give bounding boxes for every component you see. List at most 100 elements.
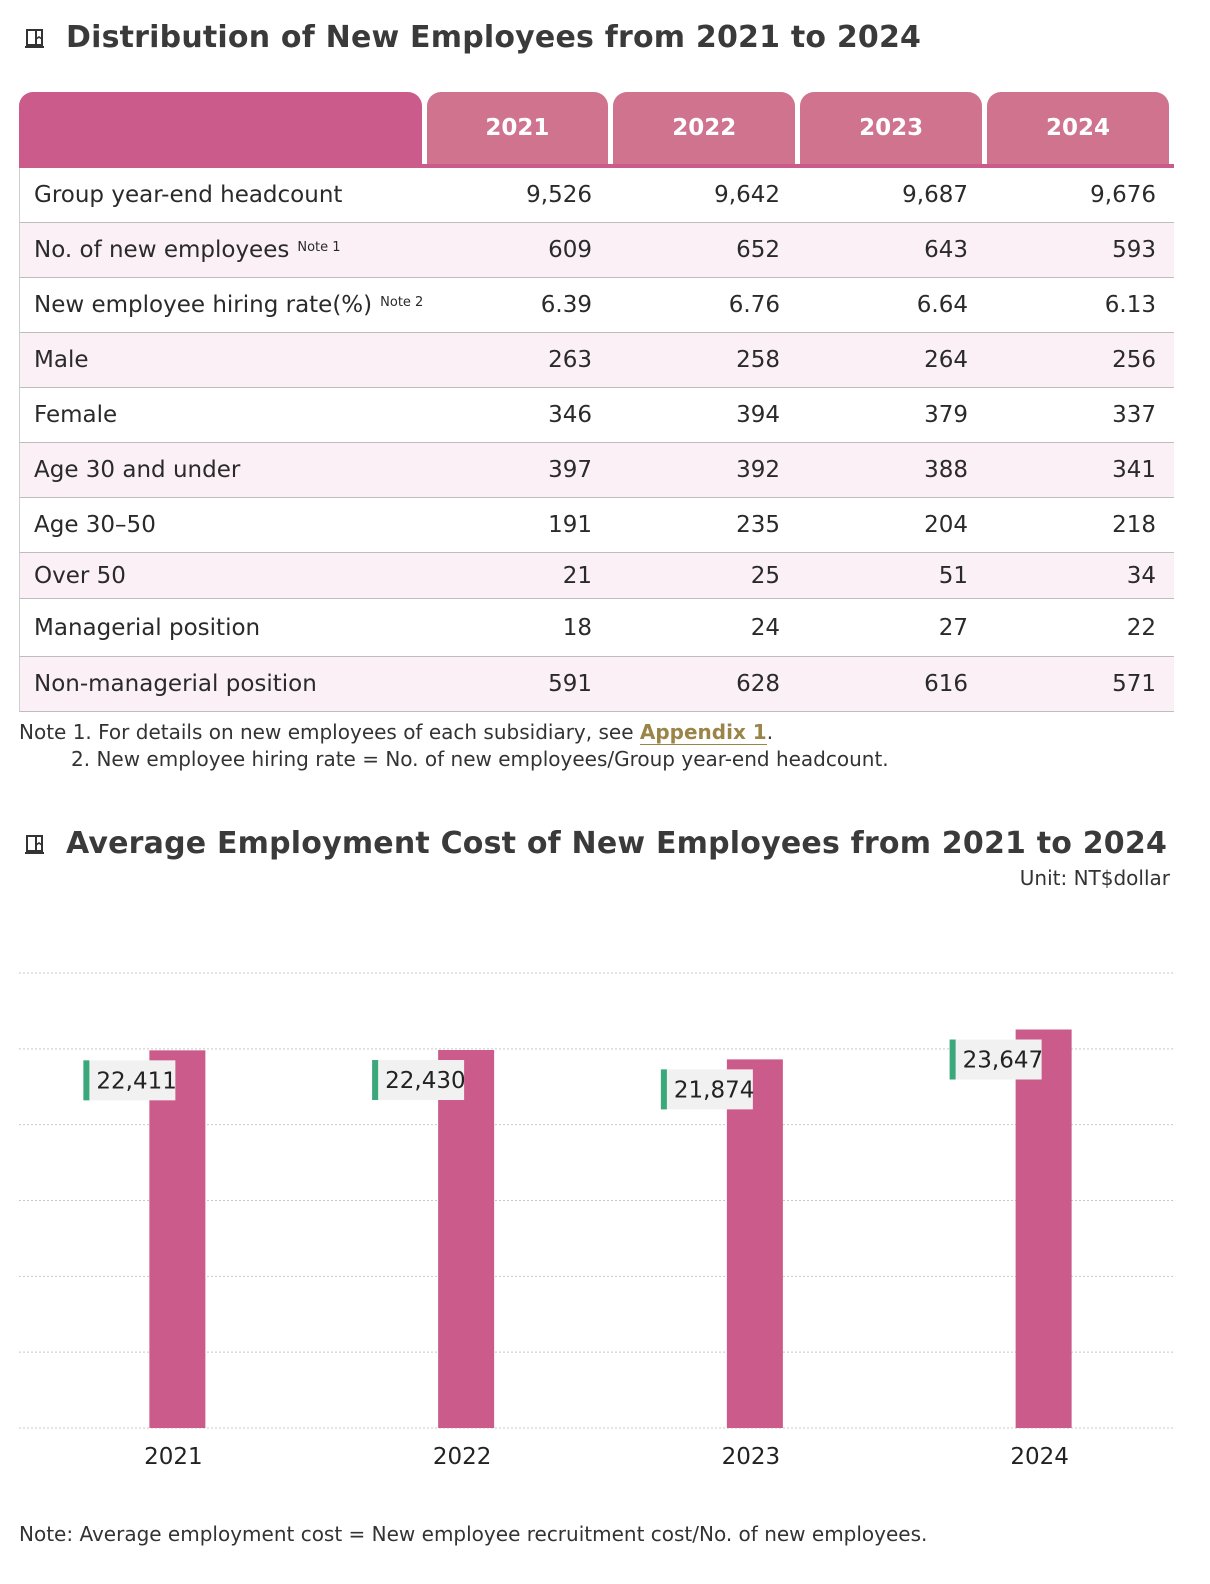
note-1-text: Note 1. For details on new employees of … <box>19 720 640 744</box>
table-row: Female 346 394 379 337 <box>19 388 1174 443</box>
x-tick-label: 2021 <box>144 1444 203 1470</box>
table-row: New employee hiring rate(%) Note 2 6.39 6.7… <box>19 278 1174 333</box>
cell-2024: 593 <box>1112 237 1156 263</box>
row-label-text: Non-managerial position <box>34 671 317 697</box>
bar-2022 <box>438 1050 495 1428</box>
table-row: Group year-end headcount 9,526 9,642 9,687 9… <box>19 168 1174 223</box>
x-tick-label: 2023 <box>722 1444 781 1470</box>
table-row: Managerial position 18 24 27 22 <box>19 599 1174 657</box>
cell-2024: 22 <box>1126 614 1156 641</box>
row-label-text: Age 30–50 <box>34 512 156 538</box>
appendix-link[interactable]: Appendix 1 <box>639 720 767 745</box>
cell-2023: 27 <box>938 614 968 641</box>
row-label: Male <box>20 347 420 373</box>
column-header-2021: 2021 <box>426 92 609 164</box>
note-1: Note 1. For details on new employees of … <box>19 719 889 746</box>
book-icon <box>25 28 44 48</box>
cell-2023: 616 <box>924 671 968 697</box>
row-label: Over 50 <box>20 563 420 589</box>
data-label-box <box>660 1069 753 1110</box>
row-label-text: Male <box>34 347 89 373</box>
table-notes: Note 1. For details on new employees of … <box>19 719 889 773</box>
column-header-2023: 2023 <box>800 92 983 164</box>
cell-2022: 258 <box>736 347 780 373</box>
data-label: 23,647 <box>963 1048 1043 1074</box>
chart-title: Average Employment Cost of New Employees… <box>66 826 1168 861</box>
data-label-marker <box>83 1060 90 1101</box>
row-label: Managerial position <box>20 615 420 641</box>
table-row: Over 50 21 25 51 34 <box>19 553 1174 599</box>
table-row: Age 30–50 191 235 204 218 <box>19 498 1174 553</box>
cell-2022: 24 <box>750 614 780 641</box>
data-label-box <box>949 1039 1042 1080</box>
cell-2021: 397 <box>548 457 592 483</box>
cell-2023: 379 <box>924 402 968 428</box>
table-row: No. of new employees Note 1 609 652 643 593 <box>19 223 1174 278</box>
cell-2022: 392 <box>736 457 780 483</box>
cell-2022: 394 <box>736 402 780 428</box>
section-title-distribution: Distribution of New Employees from 2021 … <box>24 20 921 55</box>
cell-2023: 6.64 <box>916 292 968 318</box>
row-label: New employee hiring rate(%) Note 2 <box>20 292 424 318</box>
data-label-marker <box>372 1060 379 1101</box>
cell-2023: 9,687 <box>902 182 968 208</box>
table-header: 2021 2022 2023 2024 <box>19 92 1174 168</box>
data-label-marker <box>949 1039 956 1080</box>
table-row: Male 263 258 264 256 <box>19 333 1174 388</box>
bar-2021 <box>149 1050 206 1428</box>
data-label: 22,411 <box>96 1068 176 1094</box>
cell-2024: 341 <box>1112 457 1156 483</box>
row-label-text: No. of new employees <box>34 237 290 263</box>
cell-2023: 51 <box>938 562 968 589</box>
row-note-ref: Note 2 <box>380 295 424 310</box>
row-label-text: Female <box>34 402 118 428</box>
cell-2023: 204 <box>924 512 968 538</box>
table-body: Group year-end headcount 9,526 9,642 9,687 9… <box>19 168 1174 712</box>
header-underline <box>19 164 1174 168</box>
cell-2021: 9,526 <box>526 182 592 208</box>
cell-2024: 218 <box>1112 512 1156 538</box>
cell-2021: 346 <box>548 402 592 428</box>
cost-bar-chart: 22,411 2021 22,430 2022 21,874 2023 23,647 2024 <box>19 972 1174 1470</box>
note-2: 2. New employee hiring rate = No. of new… <box>71 747 889 771</box>
row-label: Age 30 and under <box>20 457 420 483</box>
cell-2024: 256 <box>1112 347 1156 373</box>
cell-2024: 34 <box>1126 562 1156 589</box>
unit-label: Unit: NT$dollar <box>1019 866 1170 890</box>
bar-2024 <box>1015 1029 1072 1428</box>
cell-2022: 235 <box>736 512 780 538</box>
row-label-text: Group year-end headcount <box>34 182 343 208</box>
data-label-box <box>83 1060 176 1101</box>
chart-footnote: Note: Average employment cost = New empl… <box>19 1522 928 1546</box>
book-icon <box>25 834 44 854</box>
cell-2024: 9,676 <box>1090 182 1156 208</box>
bar-2023 <box>726 1059 783 1428</box>
row-label: Female <box>20 402 420 428</box>
table-header-corner <box>19 92 422 168</box>
cell-2022: 6.76 <box>728 292 780 318</box>
data-label: 22,430 <box>385 1068 465 1094</box>
cell-2021: 591 <box>548 671 592 697</box>
cell-2022: 628 <box>736 671 780 697</box>
section-title-cost: Average Employment Cost of New Employees… <box>24 826 1167 861</box>
data-label: 21,874 <box>674 1077 754 1103</box>
cell-2023: 388 <box>924 457 968 483</box>
x-tick-label: 2024 <box>1010 1444 1069 1470</box>
cell-2022: 25 <box>750 562 780 589</box>
row-label: No. of new employees Note 1 <box>20 237 420 263</box>
page-title: Distribution of New Employees from 2021 … <box>66 20 922 55</box>
distribution-table: 2021 2022 2023 2024 Group year-end headc… <box>19 92 1174 712</box>
cell-2021: 191 <box>548 512 592 538</box>
cell-2021: 6.39 <box>540 292 592 318</box>
cell-2023: 264 <box>924 347 968 373</box>
row-label-text: New employee hiring rate(%) <box>34 292 373 318</box>
cell-2021: 263 <box>548 347 592 373</box>
note-1-suffix: . <box>766 720 774 744</box>
cell-2022: 652 <box>736 237 780 263</box>
cell-2023: 643 <box>924 237 968 263</box>
table-row: Non-managerial position 591 628 616 571 <box>19 657 1174 712</box>
row-note-ref: Note 1 <box>297 240 341 255</box>
column-header-2022: 2022 <box>613 92 796 164</box>
cell-2024: 571 <box>1112 671 1156 697</box>
cell-2024: 337 <box>1112 402 1156 428</box>
